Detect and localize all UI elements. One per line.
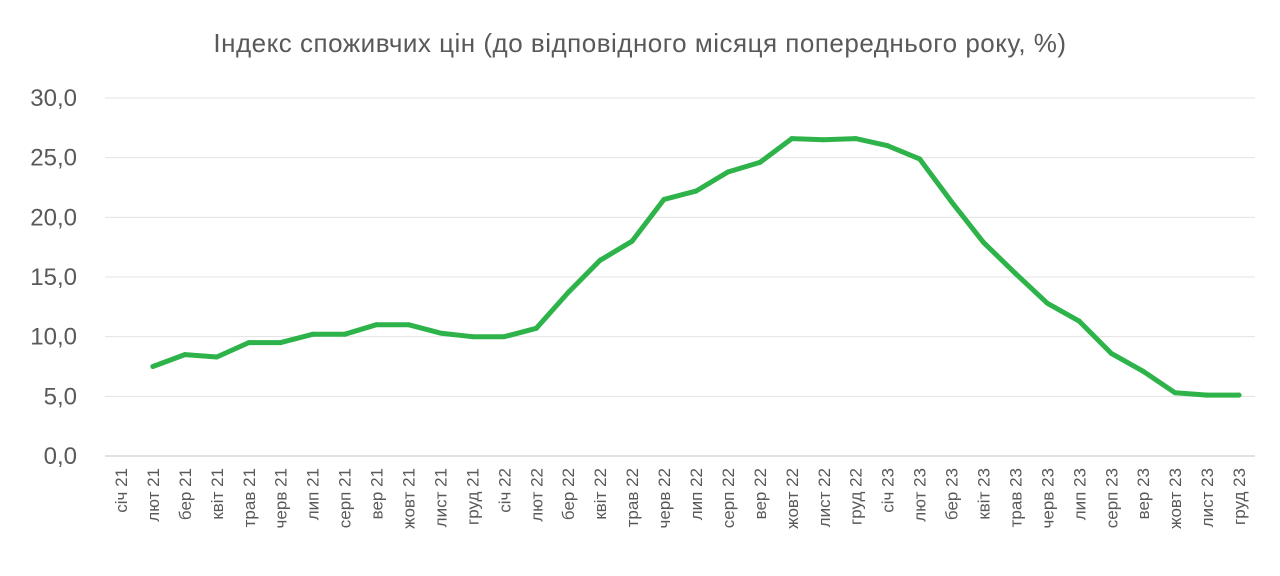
x-tick-label: черв 22 [655,468,674,528]
data-point [1204,392,1210,398]
y-tick-label: 0,0 [44,443,77,470]
y-tick-label: 15,0 [30,264,77,291]
x-tick-label: лип 21 [304,468,323,520]
data-point [405,322,411,328]
x-tick-label: серп 23 [1102,468,1121,528]
x-tick-label: черв 21 [272,468,291,528]
x-tick-label: квіт 23 [974,468,993,520]
data-point [789,136,795,142]
data-point [501,334,507,340]
data-point [342,331,348,337]
data-point [1172,390,1178,396]
data-point [949,199,955,205]
data-point [629,238,635,244]
x-tick-label: черв 23 [1038,468,1057,528]
x-tick-label: жовт 21 [399,468,418,529]
data-point [885,143,891,149]
x-tick-label: вер 23 [1134,468,1153,519]
x-tick-label: серп 22 [719,468,738,528]
data-point [469,334,475,340]
data-point [150,364,156,369]
chart-title: Індекс споживчих цін (до відповідного мі… [213,28,1067,58]
data-point [853,136,859,142]
y-tick-label: 20,0 [30,204,77,231]
x-tick-label: квіт 22 [591,468,610,520]
data-point [214,354,220,360]
x-tick-label: лют 23 [911,468,930,522]
data-point [1012,270,1018,276]
x-tick-label: трав 23 [1006,468,1025,527]
y-tick-label: 10,0 [30,324,77,351]
x-tick-label: трав 21 [240,468,259,527]
x-tick-label: лип 23 [1070,468,1089,520]
x-tick-label: січ 22 [495,468,514,513]
x-tick-label: лют 21 [144,468,163,522]
data-point [437,330,443,336]
y-tick-label: 25,0 [30,145,77,172]
x-tick-label: бер 22 [559,468,578,520]
data-point [757,159,763,165]
data-point [1140,368,1146,374]
x-tick-label: бер 23 [943,468,962,520]
x-tick-label: жовт 23 [1166,468,1185,529]
data-point [565,290,571,296]
data-point [1044,300,1050,306]
x-tick-label: січ 23 [879,468,898,513]
data-point [246,340,252,346]
data-point [1076,318,1082,324]
data-point [1236,392,1242,398]
data-point [725,169,731,175]
data-point [693,188,699,194]
data-point [597,257,603,263]
y-tick-label: 30,0 [30,85,77,112]
x-tick-label: груд 22 [847,468,866,525]
x-tick-label: лист 21 [431,468,450,527]
series-line [150,136,1242,398]
x-tick-label: жовт 22 [783,468,802,529]
data-point [374,322,380,328]
x-tick-label: січ 21 [112,468,131,513]
x-tick-label: лист 23 [1198,468,1217,527]
data-point [821,137,827,143]
x-tick-label: квіт 21 [208,468,227,520]
data-point [310,331,316,337]
data-point [661,196,667,202]
x-tick-label: вер 21 [368,468,387,519]
x-tick-label: трав 22 [623,468,642,527]
x-tick-label: груд 23 [1230,468,1249,525]
data-point [980,239,986,245]
data-point [917,156,923,162]
data-point [1108,350,1114,356]
x-tick-label: лют 22 [527,468,546,522]
x-tick-label: вер 22 [751,468,770,519]
x-tick-label: груд 21 [463,468,482,525]
x-tick-label: серп 21 [336,468,355,528]
x-tick-label: лип 22 [687,468,706,520]
y-tick-label: 5,0 [44,383,77,410]
data-point [533,325,539,331]
x-tick-label: бер 21 [176,468,195,520]
data-point [182,352,188,358]
data-point [278,340,284,346]
x-tick-label: лист 22 [815,468,834,527]
